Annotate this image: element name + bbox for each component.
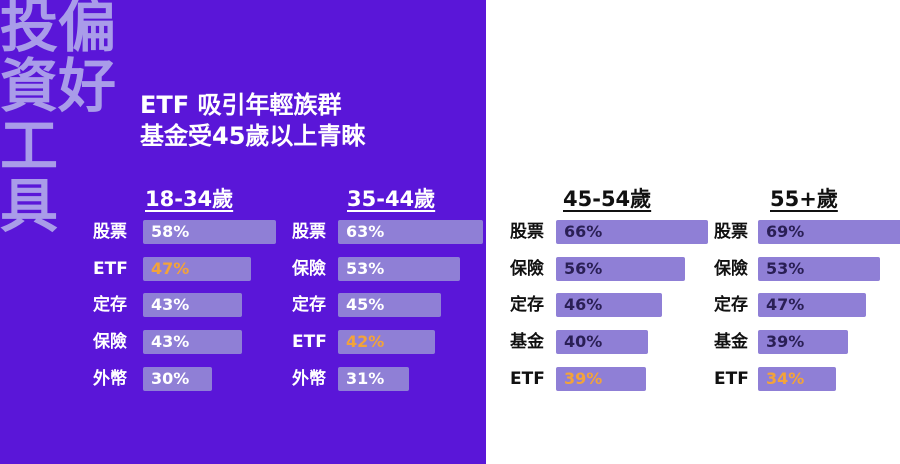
category-label: 定存: [714, 295, 748, 315]
category-label: 外幣: [292, 369, 326, 389]
bar: 42%: [338, 330, 435, 354]
bar-value-label: 56%: [564, 259, 603, 278]
bar-value-label: 66%: [564, 222, 603, 241]
bar-value-label: 63%: [346, 222, 385, 241]
category-label: ETF: [510, 369, 545, 389]
bar: 45%: [338, 293, 441, 317]
category-label: 保險: [714, 259, 748, 279]
bar-value-label: 53%: [346, 259, 385, 278]
bar: 66%: [556, 220, 708, 244]
bar: 53%: [338, 257, 460, 281]
category-label: ETF: [714, 369, 749, 389]
side-title-line: 工: [0, 112, 59, 180]
bar-value-label: 43%: [151, 295, 190, 314]
category-label: 股票: [292, 222, 326, 242]
bar: 40%: [556, 330, 648, 354]
side-title-line: 投偏: [0, 0, 117, 60]
category-label: 股票: [714, 222, 748, 242]
category-label: 保險: [292, 259, 326, 279]
bar: 34%: [758, 367, 836, 391]
category-label: 外幣: [93, 369, 127, 389]
bar: 43%: [143, 330, 242, 354]
bar: 69%: [758, 220, 900, 244]
bar: 39%: [556, 367, 646, 391]
category-label: 股票: [93, 222, 127, 242]
category-label: 定存: [292, 295, 326, 315]
bar-value-label: 34%: [766, 369, 805, 388]
headline-line-2: 基金受45歲以上青睞: [140, 122, 366, 150]
side-title: 投偏 資好 工 具: [0, 0, 130, 236]
bar-value-label: 43%: [151, 332, 190, 351]
bar-value-label: 39%: [564, 369, 603, 388]
bar: 43%: [143, 293, 242, 317]
bar: 30%: [143, 367, 212, 391]
bar-value-label: 30%: [151, 369, 190, 388]
bar: 58%: [143, 220, 276, 244]
bar: 39%: [758, 330, 848, 354]
category-label: ETF: [93, 259, 128, 279]
bar: 46%: [556, 293, 662, 317]
bar-value-label: 45%: [346, 295, 385, 314]
bar-value-label: 58%: [151, 222, 190, 241]
bar-value-label: 47%: [151, 259, 190, 278]
category-label: 保險: [510, 259, 544, 279]
category-label: 基金: [510, 332, 544, 352]
bar: 56%: [556, 257, 685, 281]
category-label: 定存: [93, 295, 127, 315]
bar: 31%: [338, 367, 409, 391]
group-header: 45-54歲: [563, 187, 652, 211]
group-header: 35-44歲: [347, 187, 436, 211]
bar-value-label: 39%: [766, 332, 805, 351]
category-label: 保險: [93, 332, 127, 352]
bar-value-label: 42%: [346, 332, 385, 351]
group-header: 18-34歲: [145, 187, 234, 211]
bar: 53%: [758, 257, 880, 281]
bar-value-label: 46%: [564, 295, 603, 314]
category-label: ETF: [292, 332, 327, 352]
bar-value-label: 53%: [766, 259, 805, 278]
bar: 47%: [143, 257, 251, 281]
bar: 63%: [338, 220, 483, 244]
side-title-line: 具: [0, 172, 59, 240]
bar-value-label: 69%: [766, 222, 805, 241]
category-label: 股票: [510, 222, 544, 242]
bar: 47%: [758, 293, 866, 317]
bar-value-label: 47%: [766, 295, 805, 314]
side-title-line: 資好: [0, 52, 117, 120]
category-label: 基金: [714, 332, 748, 352]
category-label: 定存: [510, 295, 544, 315]
bar-value-label: 31%: [346, 369, 385, 388]
group-header: 55+歲: [770, 187, 838, 211]
bar-value-label: 40%: [564, 332, 603, 351]
headline-line-1: ETF 吸引年輕族群: [140, 91, 342, 119]
headline: ETF 吸引年輕族群 基金受45歲以上青睞: [140, 90, 365, 152]
